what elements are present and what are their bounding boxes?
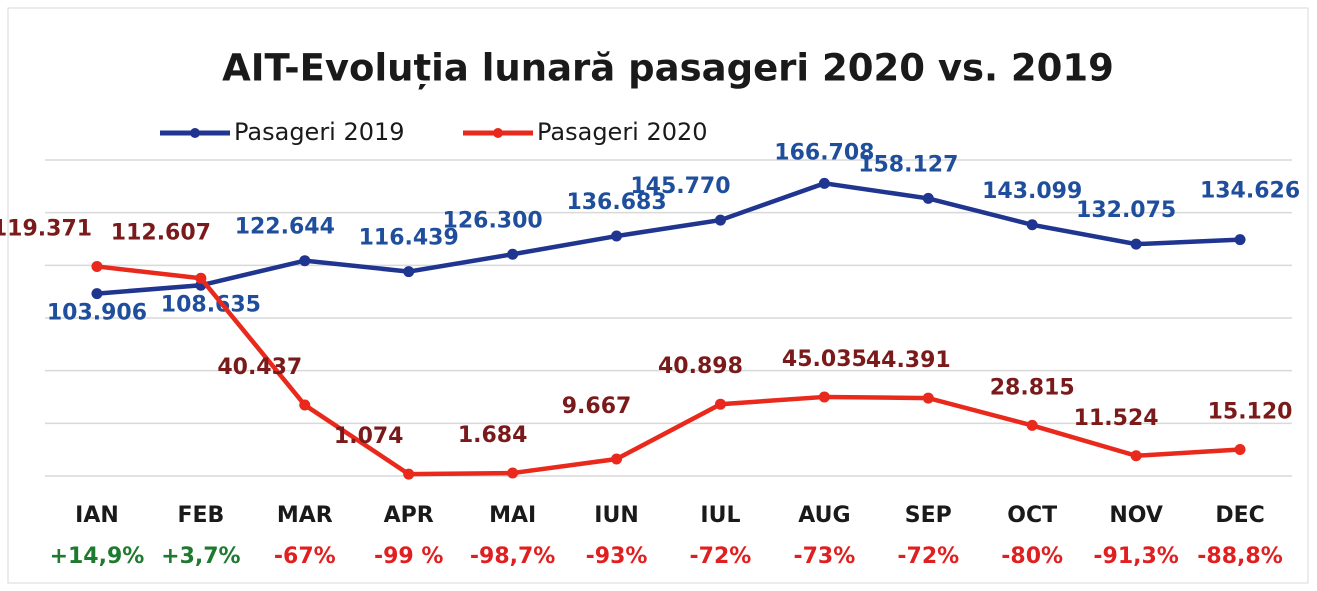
series-line [96, 264, 1241, 477]
legend-marker [493, 128, 503, 138]
change-label: -98,7% [470, 544, 555, 569]
change-label: -72% [690, 544, 752, 569]
change-label: -67% [274, 544, 336, 569]
point [1234, 443, 1246, 455]
point [714, 398, 726, 410]
point [507, 467, 519, 479]
point [91, 288, 103, 300]
chart-title: AIT-Evoluția lunară pasageri 2020 vs. 20… [222, 47, 1114, 90]
x-tick-label: FEB [177, 503, 224, 528]
chart-frame [7, 7, 1309, 584]
legend-label: Pasageri 2020 [537, 118, 708, 146]
point [922, 192, 934, 204]
x-tick-label: MAI [489, 503, 536, 528]
data-label: 158.127 [858, 152, 958, 177]
data-label: 136.683 [566, 190, 666, 215]
data-label: 1.684 [458, 423, 528, 448]
data-label: 116.439 [359, 226, 459, 251]
data-label: 166.708 [774, 140, 874, 165]
x-tick-label: AUG [798, 503, 850, 528]
x-tick-label: MAR [277, 503, 333, 528]
point [299, 399, 311, 411]
change-label: +3,7% [161, 544, 240, 569]
data-label: 132.075 [1076, 198, 1176, 223]
data-label: 40.437 [217, 355, 302, 380]
legend-marker [190, 128, 200, 138]
point [1130, 238, 1142, 250]
change-label: -93% [586, 544, 648, 569]
data-label: 45.035 [782, 347, 867, 372]
x-tick-label: IUL [700, 503, 740, 528]
data-label: 126.300 [443, 208, 543, 233]
data-label: 28.815 [990, 375, 1075, 400]
point [714, 214, 726, 226]
x-tick-label: NOV [1109, 503, 1163, 528]
data-label: 134.626 [1200, 179, 1300, 204]
change-label: -91,3% [1093, 544, 1178, 569]
point [1234, 234, 1246, 246]
point [299, 255, 311, 267]
point [818, 177, 830, 189]
data-label: 15.120 [1208, 399, 1293, 424]
point [403, 266, 415, 278]
x-tick-label: SEP [905, 503, 952, 528]
point [195, 272, 207, 284]
point [611, 453, 623, 465]
change-label: -73% [793, 544, 855, 569]
point [1026, 219, 1038, 231]
data-label: 103.906 [47, 301, 147, 326]
point [611, 230, 623, 242]
series-line [96, 181, 1241, 296]
data-label: 40.898 [658, 354, 743, 379]
point [922, 392, 934, 404]
data-label: 119.371 [0, 216, 92, 241]
data-label: 145.770 [630, 174, 730, 199]
point [507, 248, 519, 260]
x-tick-label: APR [384, 503, 434, 528]
point [403, 468, 415, 480]
point [1130, 450, 1142, 462]
change-label: -88,8% [1197, 544, 1282, 569]
data-label: 108.635 [161, 292, 261, 317]
legend-label: Pasageri 2019 [234, 118, 405, 146]
data-label: 122.644 [235, 215, 335, 240]
data-label: 143.099 [982, 179, 1082, 204]
x-tick-label: IUN [594, 503, 638, 528]
change-label: -99 % [374, 544, 443, 569]
data-label: 44.391 [866, 348, 951, 373]
change-label: -80% [1001, 544, 1063, 569]
change-label: -72% [897, 544, 959, 569]
point [1026, 419, 1038, 431]
point [818, 391, 830, 403]
data-label: 1.074 [334, 424, 404, 449]
x-tick-label: IAN [75, 503, 119, 528]
x-tick-label: OCT [1007, 503, 1057, 528]
data-label: 9.667 [562, 394, 632, 419]
point [91, 260, 103, 272]
data-label: 11.524 [1074, 406, 1159, 431]
change-label: +14,9% [50, 544, 145, 569]
data-label: 112.607 [111, 220, 211, 245]
x-tick-label: DEC [1215, 503, 1264, 528]
